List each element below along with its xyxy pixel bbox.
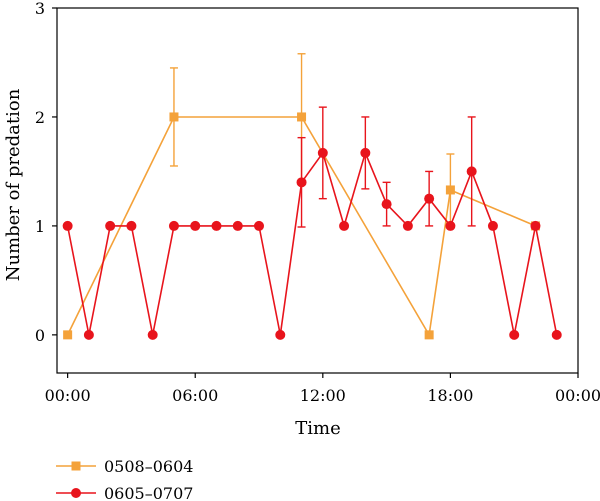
data-point xyxy=(317,147,328,158)
data-point xyxy=(360,147,371,158)
data-point xyxy=(147,329,158,340)
x-axis-label: Time xyxy=(295,418,340,439)
data-point xyxy=(275,329,286,340)
data-point xyxy=(487,220,498,231)
legend: 0508–0604 0605–0707 xyxy=(56,457,193,501)
data-point xyxy=(551,329,562,340)
data-point xyxy=(83,329,94,340)
legend-label: 0508–0604 xyxy=(104,457,193,476)
series-line xyxy=(66,150,558,336)
x-tick-label: 12:00 xyxy=(300,386,346,405)
data-point xyxy=(296,177,307,188)
data-point xyxy=(63,330,73,340)
plot-frame xyxy=(56,7,579,374)
data-point xyxy=(105,220,116,231)
legend-marker xyxy=(71,488,81,498)
data-point xyxy=(168,220,179,231)
data-point xyxy=(232,220,243,231)
y-axis-label: Number of predation xyxy=(3,88,24,281)
data-point xyxy=(509,329,520,340)
series-red xyxy=(62,106,562,340)
x-tick-label: 00:00 xyxy=(45,386,91,405)
data-point xyxy=(530,220,541,231)
data-point xyxy=(211,220,222,231)
y-tick-label: 3 xyxy=(35,0,45,18)
x-tick-label: 00:00 xyxy=(555,386,600,405)
data-point xyxy=(62,220,73,231)
axes: 00:00 06:00 12:00 18:00 00:00 0 1 2 3 xyxy=(35,0,600,405)
data-point xyxy=(297,112,307,122)
data-point xyxy=(424,193,435,204)
x-tick-label: 18:00 xyxy=(427,386,473,405)
data-point xyxy=(126,220,137,231)
data-point xyxy=(466,166,477,177)
y-tick-label: 0 xyxy=(35,326,45,345)
data-point xyxy=(402,220,413,231)
x-tick-label: 06:00 xyxy=(172,386,218,405)
data-point xyxy=(339,220,350,231)
data-point xyxy=(381,199,392,210)
data-point xyxy=(445,220,456,231)
legend-label: 0605–0707 xyxy=(104,484,193,501)
series-line xyxy=(66,116,536,338)
plot-area xyxy=(62,53,562,340)
data-point xyxy=(169,112,179,122)
y-tick-label: 1 xyxy=(35,217,45,236)
data-point xyxy=(424,330,434,340)
y-tick-label: 2 xyxy=(35,108,45,127)
data-point xyxy=(445,185,455,195)
data-point xyxy=(254,220,265,231)
legend-marker xyxy=(71,461,81,471)
data-point xyxy=(190,220,201,231)
